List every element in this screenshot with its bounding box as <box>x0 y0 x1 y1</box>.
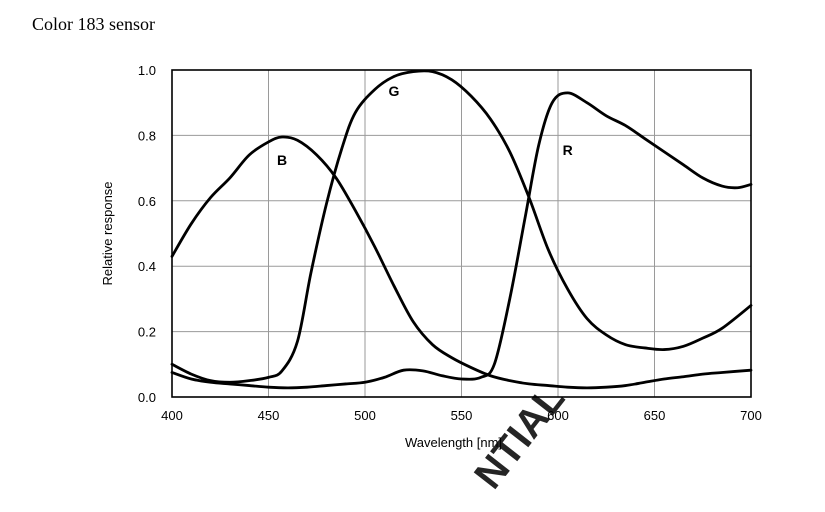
x-tick-label: 450 <box>258 408 280 423</box>
x-tick-label: 700 <box>740 408 762 423</box>
x-tick-label: 500 <box>354 408 376 423</box>
series-label-b: B <box>277 152 287 168</box>
y-tick-label: 0.0 <box>138 390 156 405</box>
y-tick-label: 0.2 <box>138 325 156 340</box>
series-labels: B G R <box>277 83 573 168</box>
x-tick-label: 400 <box>161 408 183 423</box>
x-tick-label: 600 <box>547 408 569 423</box>
y-tick-label: 0.4 <box>138 259 156 274</box>
y-tick-label: 0.8 <box>138 128 156 143</box>
series-label-g: G <box>389 83 400 99</box>
series-line-r <box>170 91 753 390</box>
page-title: Color 183 sensor <box>32 14 155 34</box>
tick-labels: 400 450 500 550 600 650 700 0.0 0.2 0.4 0.6 0.8 1.0 <box>138 63 762 423</box>
x-tick-label: 650 <box>644 408 666 423</box>
y-tick-label: 0.6 <box>138 194 156 209</box>
series-line-b <box>170 135 753 390</box>
x-axis-title: Wavelength [nm] <box>405 435 502 450</box>
y-axis-title: Relative response <box>100 181 115 285</box>
series-lines <box>170 69 753 390</box>
grid <box>171 69 752 398</box>
y-tick-label: 1.0 <box>138 63 156 78</box>
plot-frame <box>171 69 752 398</box>
series-line-g <box>170 69 753 384</box>
series-label-r: R <box>563 142 573 158</box>
x-tick-label: 550 <box>451 408 473 423</box>
